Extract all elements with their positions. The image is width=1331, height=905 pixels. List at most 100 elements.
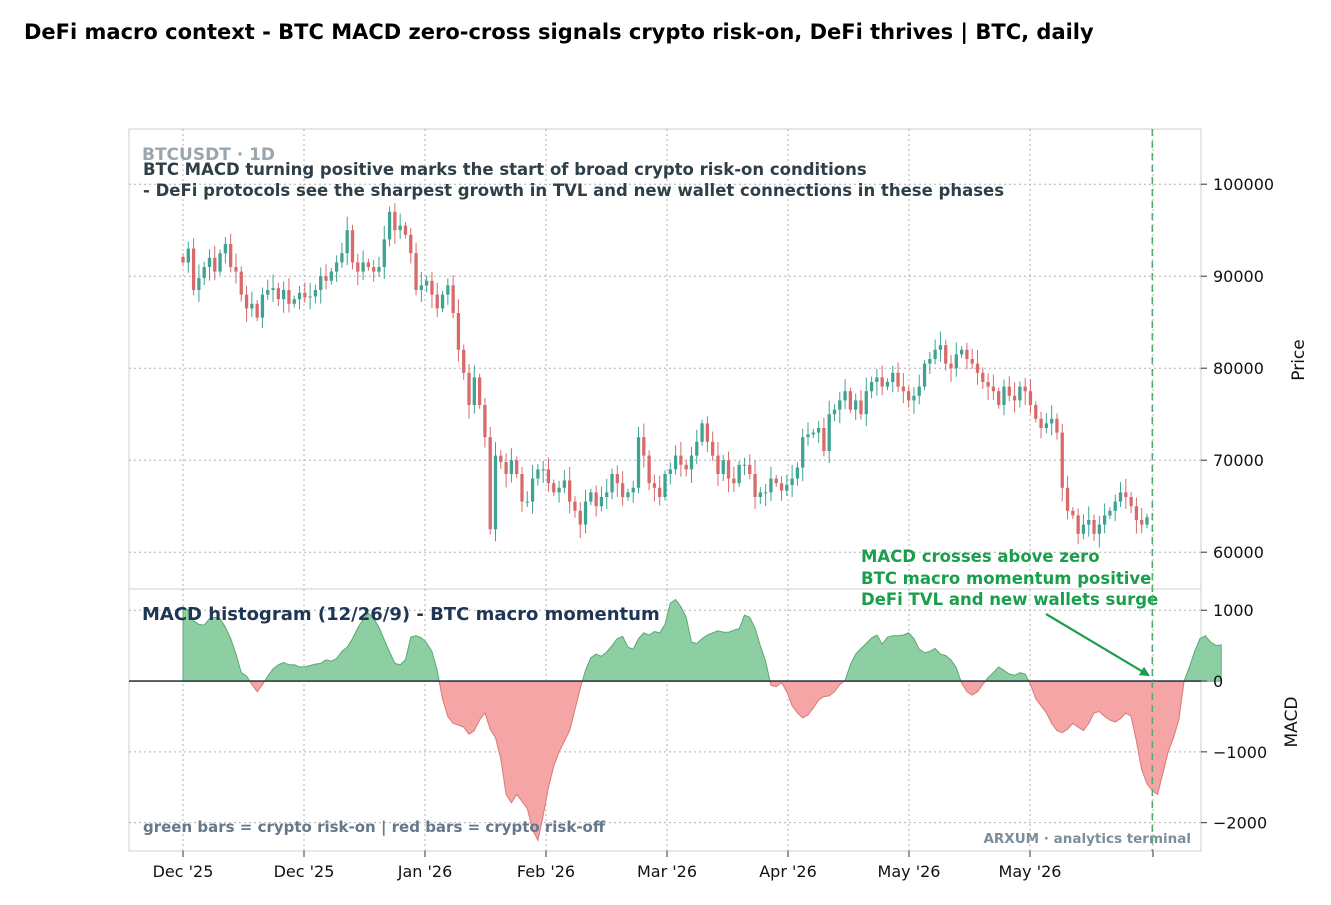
annotation-line-1: BTC MACD turning positive marks the star…	[143, 160, 867, 179]
candle-body	[557, 487, 561, 493]
candle-body	[218, 253, 222, 272]
candle-body	[197, 278, 201, 290]
candle	[1124, 478, 1128, 509]
candle	[552, 479, 556, 497]
candle	[689, 446, 694, 484]
candle-body	[297, 292, 302, 300]
candle	[229, 233, 233, 273]
candle-body	[287, 290, 291, 304]
candle	[197, 264, 201, 302]
candle	[806, 422, 810, 446]
candle	[1113, 494, 1117, 522]
candle	[642, 423, 646, 468]
candle-body	[875, 377, 879, 382]
candle	[620, 471, 625, 506]
candle-body	[901, 386, 905, 392]
candle	[912, 387, 916, 415]
candle	[499, 450, 503, 470]
candle-body	[409, 234, 413, 254]
candle-body	[229, 244, 233, 267]
candle-body	[1065, 487, 1070, 511]
candle-body	[1060, 432, 1064, 488]
candle	[356, 253, 360, 286]
candle-body	[583, 501, 588, 525]
candle	[758, 487, 762, 504]
candle	[456, 299, 461, 362]
candle	[477, 373, 482, 409]
candle	[901, 372, 905, 404]
candle	[949, 354, 953, 382]
candle	[345, 216, 349, 266]
candle-body	[589, 492, 593, 502]
price-y-tick-label: 100000	[1213, 175, 1274, 194]
candle-body	[1113, 501, 1117, 511]
candle-body	[1134, 506, 1139, 520]
candle	[234, 253, 238, 284]
candle	[1065, 475, 1070, 520]
candle	[493, 441, 498, 542]
macd-panel-title: MACD histogram (12/26/9) - BTC macro mom…	[142, 604, 660, 625]
candle-body	[552, 483, 556, 493]
candle	[816, 421, 821, 443]
candle-body	[1124, 492, 1128, 497]
candle	[430, 272, 434, 309]
candle	[435, 282, 439, 318]
candle	[1012, 382, 1017, 413]
signal-line-3: DeFi TVL and new wallets surge	[861, 590, 1158, 609]
candle-body	[578, 510, 582, 525]
candle	[854, 393, 858, 420]
watermark: ARXUM · analytics terminal	[983, 831, 1191, 847]
candle-body	[822, 428, 826, 451]
legend-note: green bars = crypto risk-on | red bars =…	[143, 818, 606, 837]
candle-body	[308, 296, 312, 298]
candle-body	[922, 363, 927, 387]
candle-body	[742, 464, 747, 466]
candle	[626, 488, 630, 501]
candle	[525, 491, 529, 507]
candle-body	[769, 478, 773, 493]
candle	[472, 365, 476, 414]
candle-body	[393, 211, 397, 231]
histogram-negative-area	[248, 680, 1185, 842]
candle	[1071, 507, 1075, 520]
candle	[885, 378, 890, 391]
candle	[372, 260, 376, 282]
candle-body	[446, 285, 450, 295]
candle	[838, 391, 842, 424]
candle-body	[779, 483, 784, 491]
candle-body	[276, 288, 280, 300]
candle	[202, 261, 206, 286]
candle	[594, 485, 598, 517]
candle-body	[202, 267, 206, 279]
candle	[451, 275, 455, 319]
candle	[811, 428, 815, 439]
candle-body	[472, 377, 476, 405]
candle-body	[981, 372, 985, 382]
candle-body	[414, 253, 418, 290]
candle	[191, 238, 196, 296]
candle	[568, 466, 572, 514]
candle-body	[1087, 520, 1091, 525]
candle-body	[944, 345, 948, 364]
candle	[684, 459, 688, 477]
candle-body	[573, 501, 577, 511]
candle-body	[673, 455, 678, 470]
candle	[419, 271, 423, 302]
candle	[504, 453, 508, 488]
macd-y-ticks: −2000 −1000 0 1000	[1201, 601, 1267, 833]
candle-body	[562, 480, 567, 488]
candle-body	[340, 253, 344, 263]
candle	[763, 483, 768, 507]
candle-body	[1129, 497, 1133, 507]
candle-body	[387, 211, 392, 240]
candle-body	[711, 441, 715, 456]
candle	[742, 457, 747, 476]
candle	[218, 249, 222, 276]
macd-axis-label: MACD	[1282, 697, 1302, 748]
candle-body	[652, 483, 657, 488]
candle-body	[785, 485, 789, 491]
candle-body	[281, 290, 286, 300]
candle	[716, 441, 720, 486]
candle-body	[425, 280, 429, 286]
